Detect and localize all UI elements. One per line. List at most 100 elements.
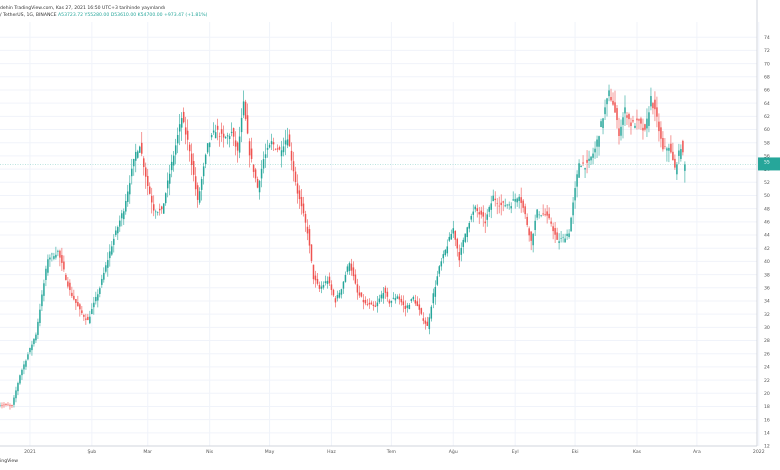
- candle-body: [638, 119, 640, 121]
- candle-body: [590, 156, 592, 161]
- candle-body: [340, 289, 343, 295]
- candle-body: [596, 139, 598, 147]
- candle-body: [426, 321, 429, 326]
- candle-body: [45, 268, 47, 280]
- candle-body: [642, 127, 644, 131]
- candle-body: [536, 209, 538, 218]
- candle-body: [67, 281, 69, 287]
- candle-body: [274, 148, 277, 150]
- candle-body: [358, 292, 361, 296]
- x-tick-label: Ağu: [449, 448, 458, 455]
- candle-body: [101, 278, 103, 285]
- candle-body: [3, 404, 5, 406]
- candle-body: [376, 302, 379, 307]
- candle-body: [152, 204, 155, 211]
- candle-body: [184, 127, 187, 135]
- candle-body: [368, 302, 371, 305]
- candle-body: [534, 220, 536, 231]
- candle-body: [149, 186, 151, 194]
- candle-body: [458, 252, 461, 261]
- candle-body: [212, 130, 215, 133]
- candle-body: [338, 292, 341, 298]
- candle-body: [198, 191, 201, 203]
- candle-body: [216, 125, 219, 130]
- y-tick-label: 48: [764, 206, 770, 212]
- x-tick-label: Haz: [327, 449, 336, 455]
- candle-body: [51, 253, 53, 255]
- candle-body: [218, 136, 221, 137]
- candle-body: [650, 96, 652, 107]
- candle-body: [560, 238, 562, 239]
- candle-body: [322, 284, 325, 288]
- candle-body: [502, 201, 504, 203]
- candle-body: [226, 135, 229, 137]
- candle-body: [562, 236, 564, 238]
- candle-body: [404, 305, 407, 309]
- candle-body: [282, 146, 285, 153]
- candle-body: [39, 309, 41, 324]
- candle-body: [654, 99, 656, 110]
- candle-body: [484, 221, 486, 224]
- candle-body: [384, 287, 387, 293]
- candle-body: [53, 256, 55, 259]
- candle-body: [206, 143, 209, 153]
- candle-body: [634, 125, 636, 128]
- x-tick-label: Kas: [633, 449, 642, 455]
- candle-body: [504, 205, 506, 207]
- candle-body: [318, 284, 321, 289]
- candle-body: [608, 90, 610, 97]
- x-tick-label: Ara: [693, 449, 701, 455]
- candle-body: [406, 305, 409, 308]
- candle-body: [310, 244, 313, 261]
- candle-body: [292, 161, 295, 172]
- candle-body: [422, 318, 425, 321]
- candle-body: [370, 302, 373, 305]
- candle-body: [332, 289, 335, 296]
- candle-body: [328, 276, 331, 284]
- candle-body: [554, 228, 556, 235]
- candle-body: [141, 142, 143, 154]
- candle-body: [600, 121, 602, 128]
- candle-body: [97, 294, 99, 301]
- candle-body: [528, 228, 530, 236]
- x-tick-label: 2021: [24, 449, 36, 455]
- candle-body: [390, 300, 393, 303]
- candle-body: [516, 198, 518, 203]
- candle-body: [398, 296, 401, 300]
- candle-body: [296, 183, 299, 194]
- candle-body: [394, 298, 397, 301]
- y-tick-label: 30: [764, 325, 770, 331]
- candle-body: [674, 158, 676, 168]
- candle-body: [570, 217, 572, 232]
- candle-body: [69, 282, 71, 291]
- candle-body: [530, 231, 532, 241]
- candle-body: [520, 197, 522, 203]
- candle-body: [572, 202, 574, 216]
- y-tick-label: 62: [764, 114, 770, 120]
- y-tick-label: 58: [764, 140, 770, 146]
- y-tick-label: 66: [764, 88, 770, 94]
- candle-body: [306, 226, 309, 234]
- candle-body: [526, 216, 528, 226]
- candle-body: [25, 360, 27, 367]
- candle-body: [254, 169, 257, 179]
- x-tick-label: Eyl: [512, 449, 519, 455]
- candle-body: [143, 158, 145, 168]
- y-tick-label: 24: [764, 365, 770, 371]
- candle-body: [658, 121, 660, 132]
- last-price-label: 55: [764, 159, 770, 165]
- candle-body: [13, 397, 15, 405]
- y-tick-label: 12: [764, 444, 770, 450]
- candle-body: [190, 153, 193, 165]
- candle-body: [276, 148, 279, 150]
- publish-info: dehin TradingView.com, Kas 27, 2021 16:5…: [0, 6, 166, 11]
- candle-body: [302, 203, 305, 214]
- candle-body: [280, 150, 283, 157]
- candle-body: [462, 239, 465, 247]
- candle-body: [414, 300, 417, 304]
- candle-body: [174, 145, 177, 155]
- candle-body: [224, 137, 227, 139]
- candle-body: [474, 206, 476, 210]
- candle-body: [460, 247, 463, 255]
